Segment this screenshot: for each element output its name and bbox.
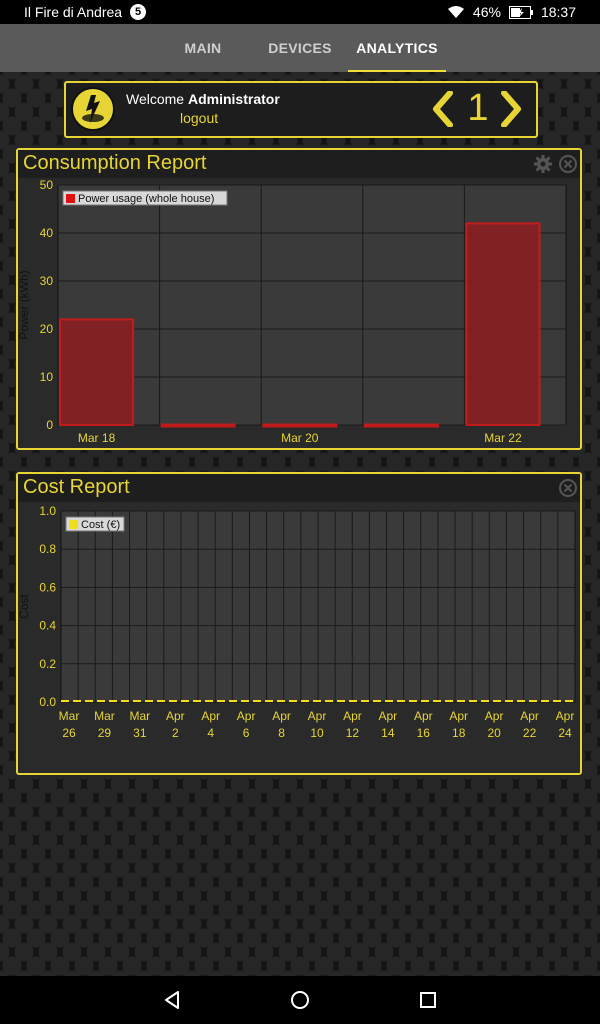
- consumption-title: Consumption Report: [23, 152, 207, 174]
- x-tick-label-month: Mar: [59, 709, 80, 723]
- x-tick-label-month: Mar: [94, 709, 115, 723]
- bar: [363, 423, 439, 428]
- close-icon[interactable]: [559, 155, 577, 173]
- recents-icon[interactable]: [416, 988, 440, 1012]
- x-tick-label-day: 6: [243, 726, 250, 740]
- y-axis-label: Power (kWh): [18, 270, 31, 339]
- navigation-bar: [0, 976, 600, 1024]
- y-tick-label: 0: [46, 418, 53, 432]
- x-tick-label-day: 26: [62, 726, 76, 740]
- x-tick-label-month: Apr: [414, 709, 433, 723]
- user-header: Welcome Administrator logout 1: [64, 81, 538, 138]
- chevron-left-icon[interactable]: [428, 91, 458, 127]
- x-tick-label-day: 12: [346, 726, 360, 740]
- x-tick-label-month: Apr: [520, 709, 539, 723]
- battery-icon: [508, 5, 533, 19]
- close-icon[interactable]: [559, 479, 577, 497]
- x-tick-label-day: 16: [417, 726, 431, 740]
- legend: Power usage (whole house): [62, 190, 228, 206]
- y-tick-label: 0.8: [39, 542, 56, 556]
- x-tick-label-month: Apr: [449, 709, 468, 723]
- x-tick-label: Mar 20: [281, 431, 319, 445]
- bar: [59, 318, 135, 426]
- tab-devices[interactable]: DEVICES: [268, 40, 332, 56]
- x-tick-label-day: 18: [452, 726, 466, 740]
- y-tick-label: 0.0: [39, 695, 56, 709]
- y-axis-label: Cost: [18, 594, 31, 619]
- notification-badge: 5: [130, 4, 147, 20]
- legend-swatch: [66, 194, 75, 203]
- x-tick-label-month: Apr: [237, 709, 256, 723]
- x-tick-label-day: 14: [381, 726, 395, 740]
- x-tick-label: Mar 18: [78, 431, 116, 445]
- y-tick-label: 50: [40, 178, 54, 192]
- cost-chart: 0.0 0.2 0.4 0.6 0.8 1.0 Mar 26 Mar 29 Mar 31 Apr 2 Apr…: [18, 504, 576, 740]
- x-tick-label-day: 31: [133, 726, 147, 740]
- bar: [160, 423, 236, 428]
- x-tick-label: Mar 22: [484, 431, 522, 445]
- legend-box: [65, 516, 125, 532]
- legend: Cost (€): [65, 516, 125, 532]
- x-tick-label-month: Apr: [556, 709, 575, 723]
- y-tick-label: 0.4: [39, 619, 56, 633]
- cost-title: Cost Report: [23, 476, 130, 498]
- y-tick-label: 30: [40, 274, 54, 288]
- y-tick-label: 0.2: [39, 657, 56, 671]
- cost-panel-header: [18, 474, 580, 502]
- x-tick-label-day: 20: [487, 726, 501, 740]
- x-tick-label-month: Apr: [379, 709, 398, 723]
- legend-label: Cost (€): [81, 519, 120, 531]
- bar: [262, 423, 338, 428]
- welcome-prefix: Welcome: [126, 91, 185, 107]
- app-logo: [71, 87, 115, 131]
- x-tick-label-day: 22: [523, 726, 537, 740]
- legend-label: Power usage (whole house): [78, 193, 214, 205]
- welcome-text: Welcome Administrator: [126, 91, 280, 107]
- consumption-panel-header: [18, 150, 580, 178]
- consumption-panel: Consumption Report 0 10 20 30 40 50 Mar 18 Mar …: [16, 148, 582, 450]
- battery-percent: 46%: [472, 4, 501, 20]
- status-bar: Il Fire di Andrea 5 46% 18:37: [0, 0, 600, 24]
- tab-bar: MAIN DEVICES ANALYTICS: [0, 24, 600, 72]
- x-tick-label-day: 8: [278, 726, 285, 740]
- x-tick-label-month: Apr: [201, 709, 220, 723]
- wifi-icon: [447, 6, 464, 18]
- clock: 18:37: [540, 4, 576, 20]
- y-tick-label: 1.0: [39, 504, 56, 518]
- y-tick-label: 0.6: [39, 580, 56, 594]
- x-tick-label-day: 29: [98, 726, 112, 740]
- carrier-name: Il Fire di Andrea: [24, 4, 123, 20]
- x-tick-label-day: 24: [558, 726, 572, 740]
- x-tick-label-month: Apr: [272, 709, 291, 723]
- tab-main[interactable]: MAIN: [184, 40, 222, 56]
- back-icon[interactable]: [160, 988, 184, 1012]
- x-tick-label-month: Apr: [343, 709, 362, 723]
- x-tick-label-day: 4: [207, 726, 214, 740]
- x-tick-label-day: 10: [310, 726, 324, 740]
- x-tick-label-month: Apr: [166, 709, 185, 723]
- y-tick-label: 40: [40, 226, 54, 240]
- tab-analytics[interactable]: ANALYTICS: [348, 24, 446, 72]
- page-number: 1: [467, 87, 489, 129]
- legend-swatch: [69, 520, 78, 529]
- consumption-chart: 0 10 20 30 40 50 Mar 18 Mar 20 Mar 22 Power (kWh)…: [18, 178, 567, 445]
- y-tick-label: 10: [40, 370, 54, 384]
- x-tick-label-day: 2: [172, 726, 179, 740]
- legend-box: [62, 190, 228, 206]
- x-tick-label-month: Apr: [308, 709, 327, 723]
- logout-link[interactable]: logout: [180, 110, 219, 126]
- bar: [465, 222, 541, 427]
- gear-icon[interactable]: [534, 155, 552, 173]
- x-tick-label-month: Apr: [485, 709, 504, 723]
- user-name: Administrator: [187, 91, 280, 107]
- cost-panel: Cost Report 0.0 0.2 0.4 0.6 0.8 1.0 Mar 26 Mar 29…: [16, 472, 582, 775]
- home-icon[interactable]: [288, 988, 312, 1012]
- x-tick-label-month: Mar: [130, 709, 151, 723]
- y-tick-label: 20: [40, 322, 54, 336]
- chevron-right-icon[interactable]: [496, 91, 526, 127]
